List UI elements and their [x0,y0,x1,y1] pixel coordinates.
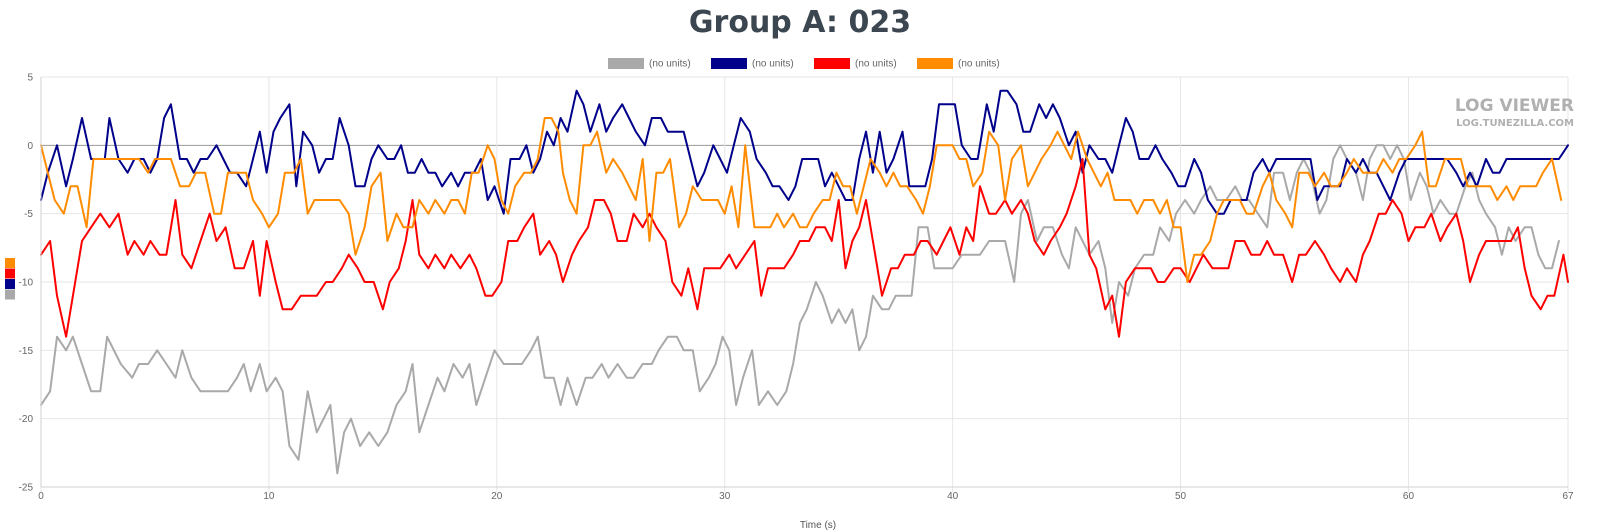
series-line-1 [40,89,1569,215]
side-swatch[interactable] [5,258,15,268]
y-tick-label: -5 [24,209,33,220]
series-swatches [5,258,15,300]
series-group [40,89,1569,475]
chart-title: Group A: 023 [689,5,911,40]
x-tick-label: 0 [38,491,44,502]
x-tick-label: 30 [719,491,731,502]
legend-swatch[interactable] [608,58,644,69]
y-tick-label: 5 [27,73,33,84]
axes [40,77,1568,488]
x-tick-label: 67 [1562,491,1574,502]
legend-label[interactable]: (no units) [752,59,794,70]
x-tick-label: 40 [947,491,959,502]
series-line-0 [40,144,1560,475]
watermark-subtitle: LOG.TUNEZILLA.COM [1456,118,1574,129]
side-swatch[interactable] [5,289,15,300]
series-line-3 [40,117,1563,283]
legend-label[interactable]: (no units) [958,59,1000,70]
watermark-title: LOG VIEWER [1455,96,1574,116]
grid [40,76,1569,492]
side-swatch[interactable] [5,268,15,279]
tick-labels: 50-5-10-15-20-250 10 20 30 40 50 60 67 [19,73,1574,503]
legend-label[interactable]: (no units) [855,59,897,70]
y-tick-label: -25 [19,483,34,494]
legend-swatch[interactable] [814,58,850,69]
side-swatch[interactable] [5,279,15,289]
x-axis-label: Time (s) [800,520,836,531]
series-line-2 [40,158,1569,338]
y-tick-label: -15 [19,346,34,357]
legend-swatch[interactable] [917,58,953,69]
legend: (no units) (no units) (no units) (no units) [608,58,1000,70]
legend-swatch[interactable] [711,58,747,69]
x-tick-label: 60 [1403,491,1415,502]
y-tick-label: 0 [27,141,33,152]
x-tick-label: 10 [263,491,275,502]
legend-label[interactable]: (no units) [649,59,691,70]
x-tick-label: 20 [491,491,503,502]
watermark: LOG VIEWER LOG.TUNEZILLA.COM [1455,96,1574,129]
y-tick-label: -10 [19,278,34,289]
x-tick-label: 50 [1175,491,1187,502]
y-tick-label: -20 [19,414,34,425]
